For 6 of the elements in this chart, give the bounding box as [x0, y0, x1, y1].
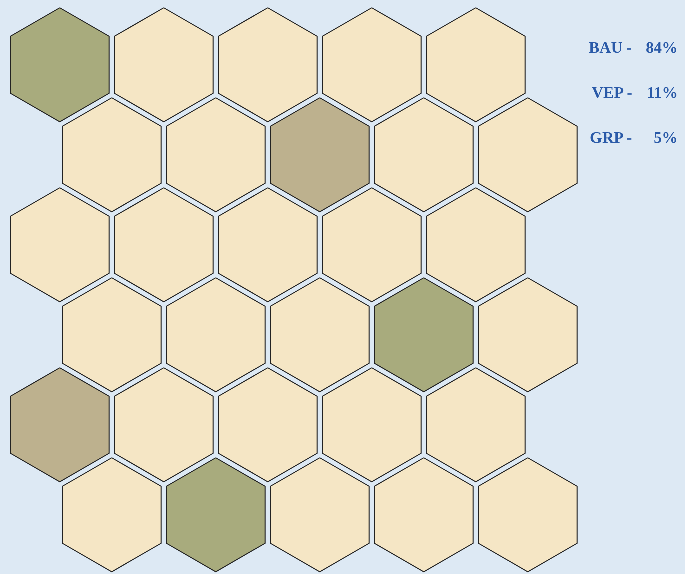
data-label: 5% — [654, 130, 678, 147]
data-label: 84% — [646, 40, 678, 57]
category-label: VEP - — [592, 85, 632, 102]
category-label: GRP - — [590, 130, 632, 147]
category-label: BAU - — [589, 40, 632, 57]
data-label: 11% — [647, 85, 678, 102]
